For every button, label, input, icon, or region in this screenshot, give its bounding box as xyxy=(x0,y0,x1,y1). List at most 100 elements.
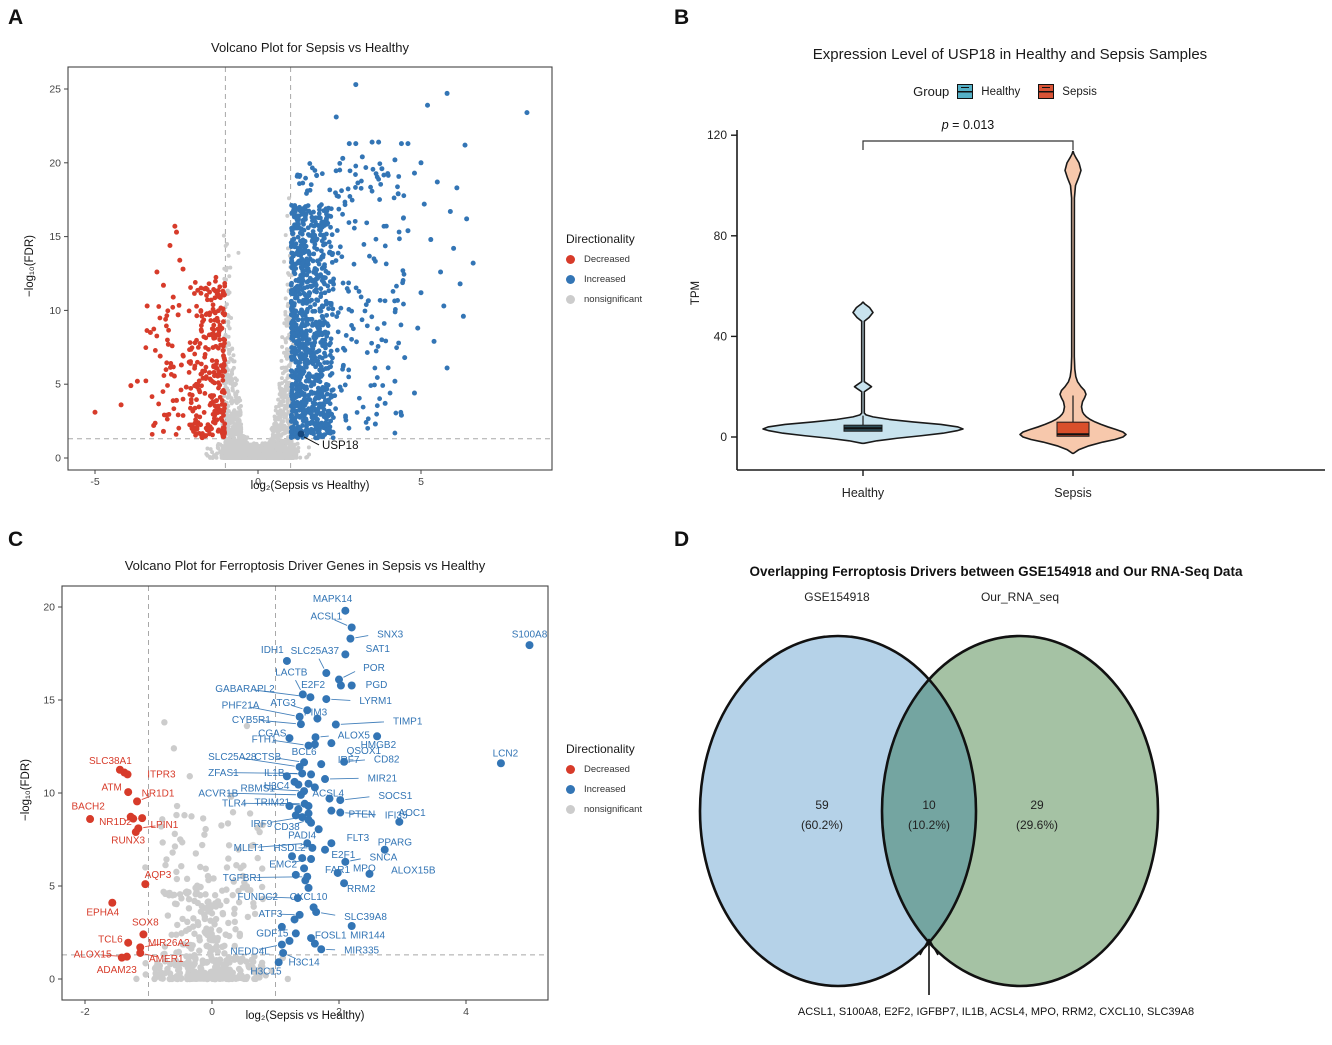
svg-text:ACVR1B: ACVR1B xyxy=(198,788,238,799)
legend-item-nonsignificant: nonsignificant xyxy=(566,804,676,815)
svg-text:BCL6: BCL6 xyxy=(292,747,317,758)
svg-text:RBMS1: RBMS1 xyxy=(240,784,275,795)
svg-text:IFI35: IFI35 xyxy=(385,811,408,822)
svg-text:SNX3: SNX3 xyxy=(377,629,404,640)
panel-b-title: Expression Level of USP18 in Healthy and… xyxy=(812,46,1208,63)
svg-text:H3C4: H3C4 xyxy=(264,781,290,792)
svg-text:PADI4: PADI4 xyxy=(288,831,317,842)
svg-text:RUNX3: RUNX3 xyxy=(111,836,145,847)
svg-text:SNCA: SNCA xyxy=(369,852,397,863)
decreased-dot-icon xyxy=(566,765,575,774)
svg-text:IL1B: IL1B xyxy=(264,768,285,779)
svg-text:ZFAS1: ZFAS1 xyxy=(208,768,239,779)
panel-c-x-axis-label: log₂(Sepsis vs Healthy) xyxy=(245,1010,365,1022)
svg-text:CD38: CD38 xyxy=(274,822,300,833)
venn-diagram-D xyxy=(698,634,1160,995)
p-value-label: p = 0.013 xyxy=(941,118,995,132)
svg-text:ALOX5: ALOX5 xyxy=(338,731,371,742)
venn-set-label-gse154918: GSE154918 xyxy=(804,590,870,604)
svg-text:CD82: CD82 xyxy=(374,754,400,765)
legend-item-nonsignificant: nonsignificant xyxy=(566,294,676,305)
svg-text:-2: -2 xyxy=(80,1006,89,1018)
svg-text:H3C14: H3C14 xyxy=(289,958,321,969)
panel-letter-b: B xyxy=(674,6,690,29)
svg-text:0: 0 xyxy=(255,476,261,488)
panel-c-legend: Directionality Decreased Increased nonsi… xyxy=(566,742,676,824)
svg-text:10: 10 xyxy=(43,788,55,800)
panel-a-title: Volcano Plot for Sepsis vs Healthy xyxy=(211,40,409,55)
svg-text:GABARAPL2: GABARAPL2 xyxy=(215,684,275,695)
svg-text:IRF7: IRF7 xyxy=(338,755,360,766)
svg-text:SOCS1: SOCS1 xyxy=(378,791,412,802)
svg-text:CYB5R1: CYB5R1 xyxy=(232,715,271,726)
svg-text:PIM3: PIM3 xyxy=(304,707,328,718)
svg-text:SLC25A37: SLC25A37 xyxy=(291,646,340,657)
svg-text:QSOX1: QSOX1 xyxy=(347,746,382,757)
svg-text:ACSL4: ACSL4 xyxy=(312,788,344,799)
svg-text:NEDD4L: NEDD4L xyxy=(230,946,270,957)
healthy-boxplot-icon xyxy=(957,84,974,99)
svg-text:SAT1: SAT1 xyxy=(366,644,391,655)
svg-text:IDH1: IDH1 xyxy=(261,645,284,656)
svg-text:ALOX15B: ALOX15B xyxy=(391,865,436,876)
svg-text:MIR335: MIR335 xyxy=(344,945,379,956)
svg-text:FLT3: FLT3 xyxy=(347,833,370,844)
x-category-healthy: Healthy xyxy=(841,486,885,500)
svg-text:FOSL1: FOSL1 xyxy=(315,931,347,942)
svg-text:E2F1: E2F1 xyxy=(331,850,355,861)
svg-text:MIR21: MIR21 xyxy=(368,773,398,784)
svg-text:2: 2 xyxy=(336,1006,342,1018)
svg-text:ATM: ATM xyxy=(101,783,121,794)
svg-text:CTSB: CTSB xyxy=(255,752,282,763)
svg-text:NR1D1: NR1D1 xyxy=(142,789,175,800)
svg-text:MLLT1: MLLT1 xyxy=(234,843,265,854)
svg-text:120: 120 xyxy=(707,128,727,142)
svg-text:-5: -5 xyxy=(90,476,99,488)
svg-text:ITPR3: ITPR3 xyxy=(147,770,176,781)
svg-text:5: 5 xyxy=(49,881,55,893)
svg-text:80: 80 xyxy=(714,229,728,243)
venn-right-count: 29 (29.6%) xyxy=(1015,798,1059,833)
panel-letter-d: D xyxy=(674,528,690,551)
svg-text:FTH1: FTH1 xyxy=(252,734,277,745)
svg-text:E2F2: E2F2 xyxy=(301,680,325,691)
svg-text:EMC2: EMC2 xyxy=(269,859,297,870)
svg-text:PTEN: PTEN xyxy=(349,810,376,821)
svg-text:40: 40 xyxy=(714,329,728,343)
svg-text:LPIN1: LPIN1 xyxy=(150,820,178,831)
panel-d-title: Overlapping Ferroptosis Drivers between … xyxy=(749,564,1243,579)
svg-text:RRM2: RRM2 xyxy=(347,884,376,895)
svg-text:SLC25A28: SLC25A28 xyxy=(208,752,257,763)
svg-text:IRF9: IRF9 xyxy=(251,819,273,830)
svg-text:PPARG: PPARG xyxy=(378,838,412,849)
legend-item-decreased: Decreased xyxy=(566,764,676,775)
x-category-sepsis: Sepsis xyxy=(1054,486,1092,500)
svg-text:FAR1: FAR1 xyxy=(325,865,350,876)
svg-text:20: 20 xyxy=(49,157,61,169)
svg-text:AQP3: AQP3 xyxy=(145,870,172,881)
increased-dot-icon xyxy=(566,275,575,284)
svg-text:AOC1: AOC1 xyxy=(398,808,426,819)
svg-text:PGD: PGD xyxy=(366,680,388,691)
panel-a-legend: Directionality Decreased Increased nonsi… xyxy=(566,232,676,314)
svg-text:LCN2: LCN2 xyxy=(493,748,519,759)
panel-b-legend: Group Healthy Sepsis xyxy=(700,84,1320,99)
venn-left-count: 59 (60.2%) xyxy=(800,798,844,833)
svg-text:TIMP1: TIMP1 xyxy=(393,717,423,728)
svg-text:HSDL2: HSDL2 xyxy=(273,843,306,854)
svg-text:LYRM1: LYRM1 xyxy=(359,696,392,707)
svg-text:TLR4: TLR4 xyxy=(222,799,247,810)
legend-title: Directionality xyxy=(566,742,635,756)
legend-item-increased: Increased xyxy=(566,784,676,795)
healthy-legend-label: Healthy xyxy=(981,85,1021,98)
panel-b-y-axis-label: TPM xyxy=(690,280,702,306)
svg-text:TRIM21: TRIM21 xyxy=(255,798,291,809)
volcano-plot-A: -5 0 5 0 5 10 15 20 25 USP18 xyxy=(49,66,553,488)
svg-text:EPHA4: EPHA4 xyxy=(86,908,119,919)
group-legend-title: Group xyxy=(913,84,950,99)
svg-text:SLC39A8: SLC39A8 xyxy=(344,912,387,923)
svg-text:15: 15 xyxy=(43,695,55,707)
svg-text:USP18: USP18 xyxy=(322,440,358,452)
sepsis-legend-label: Sepsis xyxy=(1062,85,1097,98)
